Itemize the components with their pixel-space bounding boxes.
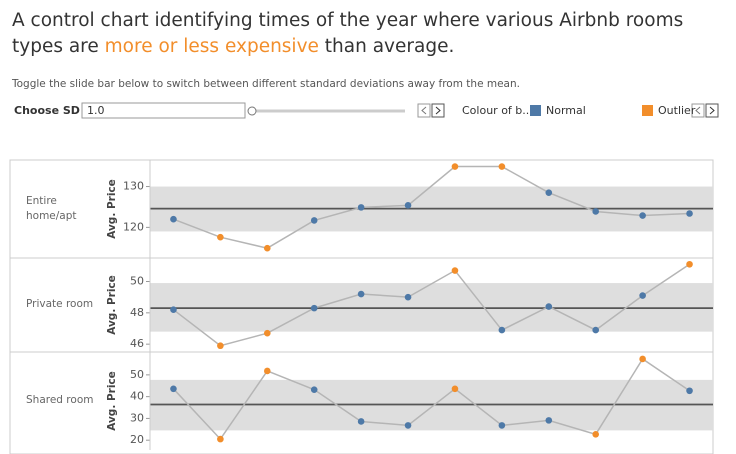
data-point xyxy=(592,431,600,438)
data-point xyxy=(263,244,271,252)
y-tick-label: 130 xyxy=(123,180,144,193)
y-tick-label: 50 xyxy=(130,368,144,381)
legend-next-arrow xyxy=(709,106,715,115)
title: A control chart identifying times of the… xyxy=(12,8,728,60)
y-axis-title: Avg. Price xyxy=(106,275,118,335)
y-axis-title: Avg. Price xyxy=(106,371,118,431)
data-point xyxy=(217,342,224,350)
data-point xyxy=(357,418,365,425)
data-point xyxy=(263,367,271,375)
data-point xyxy=(310,304,318,312)
y-tick-label: 48 xyxy=(130,306,144,319)
data-point xyxy=(686,260,693,268)
data-point xyxy=(451,163,459,170)
data-point xyxy=(498,163,506,170)
data-point xyxy=(686,387,693,395)
data-point xyxy=(404,293,412,301)
prev-button[interactable] xyxy=(417,103,431,118)
data-point xyxy=(217,233,224,241)
next-arrow xyxy=(435,106,441,115)
series-line xyxy=(173,263,690,347)
subtitle: Toggle the slide bar below to switch bet… xyxy=(12,78,520,90)
y-tick-label: 20 xyxy=(130,433,144,446)
data-point xyxy=(545,303,553,310)
legend-label: Outlier xyxy=(658,104,696,117)
row-label: Private room xyxy=(26,298,94,310)
data-point xyxy=(451,267,459,274)
data-point xyxy=(310,386,318,393)
next-button[interactable] xyxy=(431,103,445,118)
data-point xyxy=(686,210,693,217)
y-tick-label: 30 xyxy=(130,411,144,424)
y-tick-label: 50 xyxy=(130,275,144,288)
y-tick-label: 46 xyxy=(130,337,144,350)
data-point xyxy=(498,326,506,334)
data-point xyxy=(357,204,365,211)
legend-label: Normal xyxy=(546,104,586,117)
legend-swatch xyxy=(530,105,541,116)
sd-input-value[interactable]: 1.0 xyxy=(87,104,105,117)
data-point xyxy=(545,417,553,424)
data-point xyxy=(263,329,271,337)
title-end: than average. xyxy=(324,36,455,57)
data-point xyxy=(639,355,646,363)
data-point xyxy=(357,290,365,298)
series-line xyxy=(173,165,690,249)
y-tick-label: 40 xyxy=(130,390,144,403)
data-point xyxy=(170,215,177,223)
legend-next[interactable] xyxy=(705,103,719,118)
legend-title: Colour of b... xyxy=(462,104,533,117)
data-point xyxy=(404,422,412,429)
row-label: Entire home/apt xyxy=(26,195,77,222)
title-highlight: more or less expensive xyxy=(104,36,319,57)
data-point xyxy=(592,326,600,334)
sd-input[interactable] xyxy=(81,102,246,119)
series-line xyxy=(172,357,690,441)
sd-label: Choose SD xyxy=(14,104,80,117)
data-point xyxy=(310,217,318,224)
y-axis-title: Avg. Price xyxy=(106,179,118,239)
data-point xyxy=(592,208,600,215)
data-point xyxy=(639,212,646,219)
y-tick-label: 120 xyxy=(123,220,144,233)
data-point xyxy=(170,306,177,314)
data-point xyxy=(404,202,412,209)
title-line: A control chart identifying times of the… xyxy=(12,10,684,57)
legend-prev[interactable] xyxy=(691,103,705,118)
data-point xyxy=(451,385,459,393)
legend-swatch xyxy=(642,105,653,116)
prev-arrow xyxy=(421,106,427,115)
data-point xyxy=(217,435,224,443)
row-label: Shared room xyxy=(26,394,94,406)
data-point xyxy=(639,292,646,299)
data-point xyxy=(545,189,553,196)
legend-prev-arrow xyxy=(695,106,701,115)
data-point xyxy=(498,422,506,429)
slider-thumb[interactable] xyxy=(247,106,257,116)
data-point xyxy=(170,385,177,393)
